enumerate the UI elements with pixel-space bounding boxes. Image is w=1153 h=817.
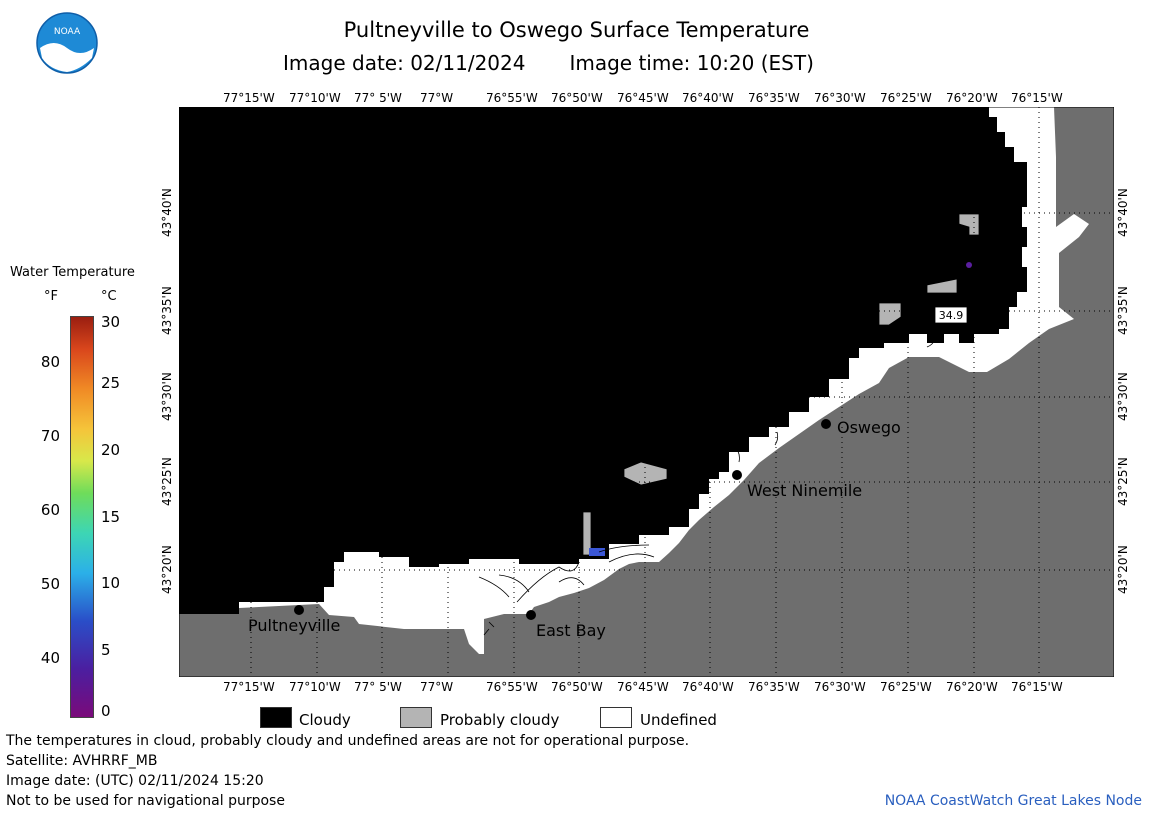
lon-tick-label: 77°15'W: [223, 91, 275, 105]
lat-tick-label: 43°30'N: [160, 372, 174, 421]
probably-cloudy-patch: [926, 278, 958, 294]
lon-tick-label: 77°W: [420, 680, 454, 694]
image-date: Image date: 02/11/2024: [283, 51, 526, 75]
colorbar-f-tick: 70: [40, 427, 60, 445]
noaa-logo-icon: NOAA: [36, 12, 98, 74]
undefined-swatch: [600, 707, 632, 728]
lon-tick-label: 76°45'W: [617, 680, 669, 694]
noaa-logo-text: NOAA: [54, 27, 81, 37]
image-datetime: Image date: 02/11/2024 Image time: 10:20 …: [283, 51, 858, 75]
utc-date-text: Image date: (UTC) 02/11/2024 15:20: [6, 773, 264, 789]
lon-tick-label: 76°15'W: [1011, 680, 1063, 694]
lat-tick-label: 43°35'N: [1116, 286, 1130, 335]
lon-tick-label: 77° 5'W: [354, 91, 402, 105]
colorbar-f-tick: 60: [40, 501, 60, 519]
lon-tick-label: 76°40'W: [682, 91, 734, 105]
cloudy-area: [179, 107, 1027, 614]
colorbar-f-tick: 80: [40, 353, 60, 371]
credit-text: NOAA CoastWatch Great Lakes Node: [884, 793, 1142, 809]
land-area: [179, 107, 1114, 677]
east-bay-marker: [526, 610, 536, 620]
lat-tick-label: 43°40'N: [160, 188, 174, 237]
probably-cloudy-swatch: [400, 707, 432, 728]
legend-title: Water Temperature: [10, 265, 135, 280]
map-title: Pultneyville to Oswego Surface Temperatu…: [343, 18, 810, 42]
disclaimer-text: The temperatures in cloud, probably clou…: [6, 733, 690, 749]
city-label-west-ninemile: West Ninemile: [747, 481, 863, 500]
colorbar-c-tick: 25: [101, 374, 121, 392]
lon-tick-label: 76°20'W: [946, 680, 998, 694]
probably-cloudy-patch: [958, 213, 980, 236]
probably-cloudy-patch: [623, 461, 668, 486]
lon-tick-label: 76°30'W: [814, 680, 866, 694]
lon-tick-label: 76°55'W: [486, 680, 538, 694]
probably-cloudy-label: Probably cloudy: [440, 711, 560, 729]
lon-tick-label: 76°40'W: [682, 680, 734, 694]
lon-tick-label: 76°15'W: [1011, 91, 1063, 105]
lon-tick-label: 76°30'W: [814, 91, 866, 105]
isotherm-contours: [478, 333, 934, 636]
image-time: Image time: 10:20 (EST): [569, 51, 814, 75]
satellite-text: Satellite: AVHRRF_MB: [6, 753, 158, 769]
colorbar-c-tick: 10: [101, 574, 121, 592]
lon-tick-label: 76°50'W: [551, 680, 603, 694]
city-label-oswego: Oswego: [837, 418, 901, 437]
lat-tick-label: 43°20'N: [160, 545, 174, 594]
temp-label-box: [934, 306, 968, 324]
undefined-label: Undefined: [640, 711, 717, 729]
lon-tick-label: 76°25'W: [880, 680, 932, 694]
lat-tick-label: 43°35'N: [160, 286, 174, 335]
west-ninemile-marker: [732, 470, 742, 480]
probably-cloudy-patch: [878, 302, 902, 326]
colorbar-c-tick: 20: [101, 441, 121, 459]
cold-pixel: [966, 262, 972, 268]
warm-pixel: [589, 548, 605, 556]
lon-tick-label: 76°55'W: [486, 91, 538, 105]
cloudy-label: Cloudy: [299, 711, 351, 729]
colorbar-c-tick: 30: [101, 313, 121, 331]
lon-tick-label: 77°10'W: [289, 680, 341, 694]
pultneyville-marker: [294, 605, 304, 615]
lon-tick-label: 76°20'W: [946, 91, 998, 105]
lon-tick-label: 76°35'W: [748, 680, 800, 694]
legend-unit-f: °F: [44, 289, 58, 304]
lon-tick-label: 77°W: [420, 91, 454, 105]
sst-map: 34.9: [179, 107, 1114, 677]
lon-tick-label: 76°50'W: [551, 91, 603, 105]
colorbar-c-tick: 0: [101, 702, 111, 720]
temp-label: 34.9: [939, 309, 964, 322]
lon-tick-label: 77°15'W: [223, 680, 275, 694]
legend-unit-c: °C: [101, 289, 117, 304]
lon-tick-label: 76°35'W: [748, 91, 800, 105]
cloudy-swatch: [260, 707, 292, 728]
city-label-east-bay: East Bay: [536, 621, 606, 640]
lon-tick-label: 76°45'W: [617, 91, 669, 105]
temperature-colorbar: [70, 316, 94, 718]
nav-warning-text: Not to be used for navigational purpose: [6, 793, 285, 809]
colorbar-f-tick: 50: [40, 575, 60, 593]
lat-tick-label: 43°40'N: [1116, 188, 1130, 237]
oswego-marker: [821, 419, 831, 429]
lon-tick-label: 77°10'W: [289, 91, 341, 105]
colorbar-c-tick: 5: [101, 641, 111, 659]
lat-tick-label: 43°25'N: [160, 457, 174, 506]
colorbar-f-tick: 40: [40, 649, 60, 667]
lon-tick-label: 76°25'W: [880, 91, 932, 105]
city-label-pultneyville: Pultneyville: [248, 616, 341, 635]
lat-tick-label: 43°25'N: [1116, 457, 1130, 506]
graticule: [179, 107, 1114, 677]
lat-tick-label: 43°30'N: [1116, 372, 1130, 421]
lat-tick-label: 43°20'N: [1116, 545, 1130, 594]
lon-tick-label: 77° 5'W: [354, 680, 402, 694]
colorbar-c-tick: 15: [101, 508, 121, 526]
